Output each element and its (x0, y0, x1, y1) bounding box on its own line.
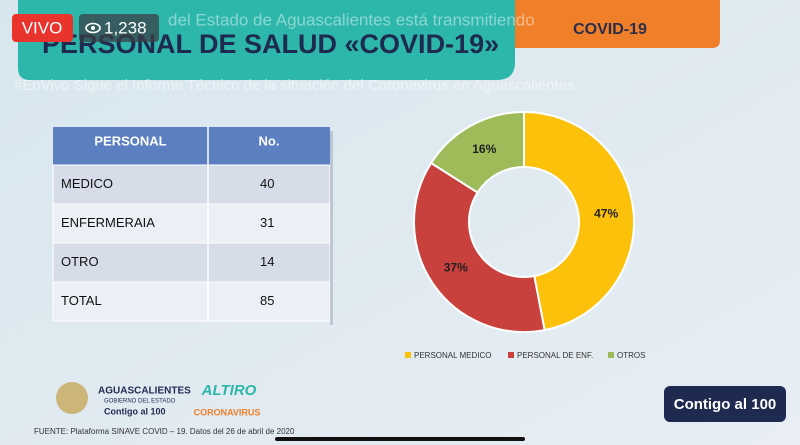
stream-caption: del Estado de Aguascalientes está transm… (168, 10, 535, 29)
table-cell: ENFERMERAIA (61, 215, 155, 230)
legend-label: PERSONAL DE ENF. (517, 351, 593, 360)
table-header-cell: PERSONAL (94, 133, 166, 148)
data-label: 47% (594, 206, 618, 220)
donut-chart: 47% 37% 16% PERSONAL MEDICO PERSONAL DE ENF.… (405, 110, 645, 360)
eye-icon (91, 26, 95, 30)
table-cell: 14 (260, 254, 274, 269)
tab-label: COVID-19 (573, 21, 647, 38)
state-emblem (56, 382, 88, 414)
table-row (52, 164, 331, 205)
legend-swatch (608, 352, 614, 358)
logo-text: Contigo al 100 (104, 406, 166, 416)
contigo-button-label: Contigo al 100 (674, 396, 777, 413)
home-indicator (275, 437, 525, 441)
logo-text: GOBIERNO DEL ESTADO (104, 399, 176, 405)
table-cell: 31 (260, 215, 274, 230)
table-cell: 40 (260, 176, 274, 191)
table-cell: MEDICO (61, 176, 113, 191)
table-shadow (330, 131, 333, 325)
live-badge (12, 14, 73, 42)
table-cell: TOTAL (61, 293, 102, 308)
logo-text: CORONAVIRUS (194, 407, 261, 417)
table-row (52, 203, 331, 244)
stream-caption: #EnVivo Sigue el Informe Técnico de la s… (14, 77, 575, 94)
table-header (53, 127, 330, 165)
table-header-cell: No. (259, 133, 280, 148)
donut-slice (523, 110, 635, 332)
contigo-button (664, 386, 786, 422)
donut-slice (429, 110, 525, 194)
legend-label: OTROS (617, 351, 645, 360)
data-label: 37% (444, 261, 468, 275)
viewer-count-box (79, 14, 159, 42)
viewer-count: 1,238 (104, 18, 147, 37)
logo-text: AGUASCALIENTES (98, 386, 191, 397)
live-badge-label: VIVO (22, 18, 63, 37)
data-label: 16% (472, 142, 496, 156)
tab (490, 0, 720, 48)
table: PERSONAL No. MEDICO 40 ENFERMERAIA 31 OTRO 14 TO… (52, 127, 333, 325)
source-note: FUENTE: Plataforma SINAVE COVID – 19. Da… (34, 427, 295, 436)
legend-label: PERSONAL MEDICO (414, 351, 492, 360)
table-cell: OTRO (61, 254, 99, 269)
table-row (52, 242, 331, 283)
table-cell: 85 (260, 293, 274, 308)
logo-text: ALTIRO (201, 382, 257, 399)
legend-swatch (508, 352, 514, 358)
donut-slice (413, 161, 546, 333)
eye-icon (85, 22, 101, 34)
legend-swatch (405, 352, 411, 358)
